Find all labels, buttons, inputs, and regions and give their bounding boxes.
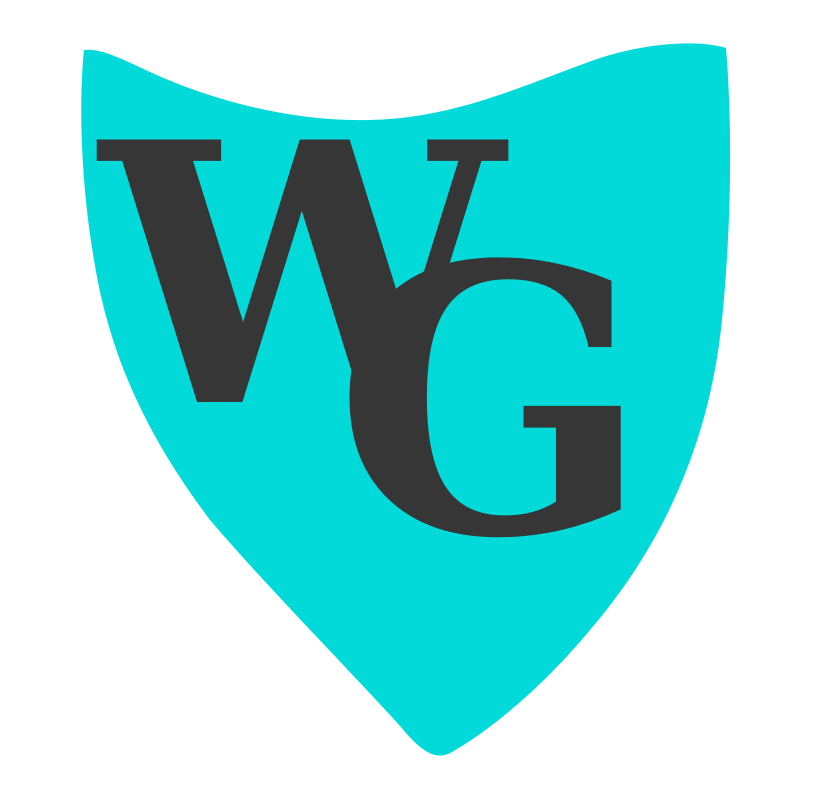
monogram-letter-w: W [94,64,510,487]
monogram-letter-g: G [334,186,650,620]
shield-icon [81,43,731,756]
